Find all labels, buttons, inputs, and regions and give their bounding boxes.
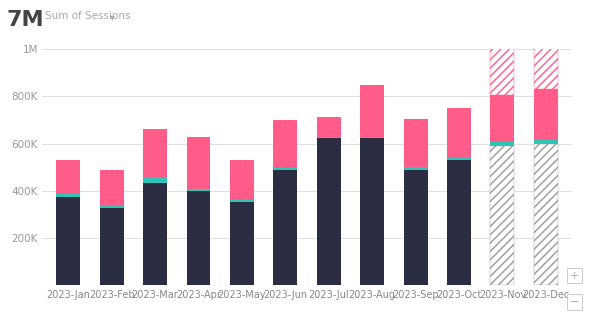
Bar — [360, 138, 384, 285]
Bar — [230, 201, 254, 285]
Bar — [534, 144, 558, 285]
Bar — [56, 197, 80, 285]
Bar — [317, 138, 341, 285]
Bar — [230, 200, 254, 201]
Bar — [360, 136, 384, 138]
Bar — [403, 167, 427, 170]
Bar — [187, 136, 211, 189]
Bar — [143, 177, 167, 183]
Bar — [491, 48, 514, 95]
Bar — [403, 119, 427, 167]
Bar — [447, 108, 471, 157]
Bar — [534, 39, 558, 89]
Bar — [230, 160, 254, 200]
Bar — [447, 157, 471, 160]
Text: Sum of Sessions: Sum of Sessions — [45, 11, 131, 21]
Bar — [317, 116, 341, 136]
Bar — [491, 142, 514, 146]
Bar — [403, 170, 427, 285]
Bar — [534, 89, 558, 140]
Text: 7M: 7M — [6, 10, 44, 30]
Text: −: − — [570, 297, 580, 307]
Text: ▾: ▾ — [110, 12, 115, 22]
Bar — [100, 206, 123, 208]
Bar — [273, 169, 297, 170]
Bar — [56, 160, 80, 195]
Bar — [100, 208, 123, 285]
Bar — [447, 160, 471, 285]
Bar — [187, 189, 211, 191]
Bar — [143, 183, 167, 285]
Bar — [360, 85, 384, 136]
Bar — [187, 191, 211, 285]
Bar — [491, 95, 514, 142]
Bar — [143, 130, 167, 177]
Bar — [273, 170, 297, 285]
Bar — [100, 170, 123, 206]
Bar — [534, 140, 558, 144]
Bar — [491, 146, 514, 285]
Bar — [273, 120, 297, 169]
Bar — [56, 195, 80, 197]
Text: +: + — [570, 271, 580, 280]
Bar — [317, 136, 341, 138]
